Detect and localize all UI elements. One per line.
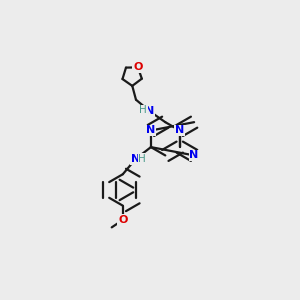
Text: H: H (138, 154, 146, 164)
Text: N: N (175, 125, 184, 136)
Text: N: N (175, 125, 184, 136)
Text: N: N (146, 125, 155, 136)
Text: N: N (145, 106, 154, 116)
Text: N: N (190, 150, 199, 161)
Text: H: H (140, 105, 147, 116)
Text: N: N (131, 154, 140, 164)
Text: O: O (118, 215, 128, 225)
Text: O: O (133, 62, 142, 72)
